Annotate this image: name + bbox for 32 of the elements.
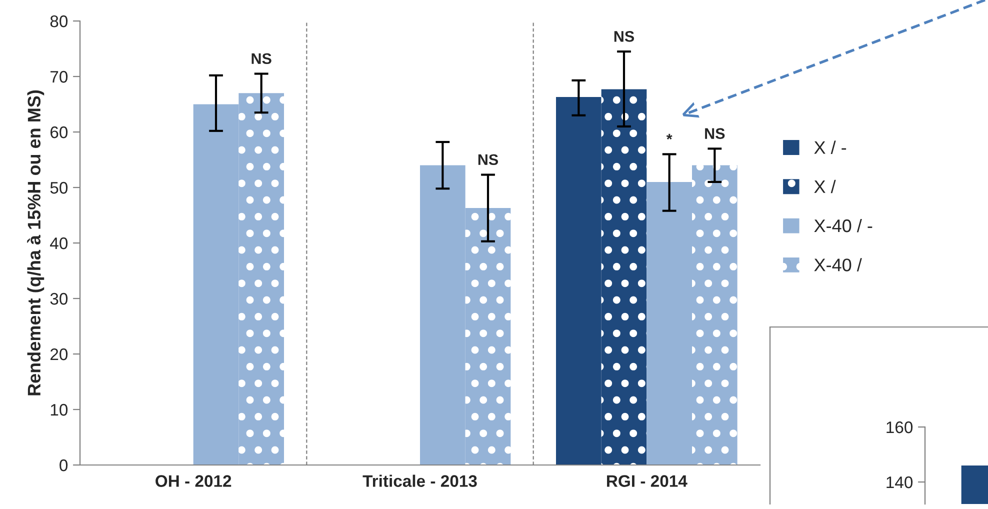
legend-label: X-40 / <box>814 258 862 272</box>
bar <box>465 208 511 465</box>
y-tick-label: 50 <box>50 182 68 194</box>
bar <box>193 104 239 465</box>
bar <box>420 165 466 465</box>
data-label: NS <box>705 128 725 139</box>
bar <box>556 97 602 465</box>
x-tick-label: RGI - 2014 <box>607 475 688 487</box>
y-tick-label: 80 <box>50 15 68 28</box>
data-label: NS <box>614 31 634 42</box>
legend-label: X-40 / - <box>814 218 872 232</box>
data-label: * <box>666 134 672 140</box>
y-tick-label: 70 <box>50 70 68 83</box>
y-tick-label: 0 <box>60 459 68 472</box>
bar <box>646 182 692 465</box>
y-tick-label: 10 <box>50 404 68 416</box>
y-tick-label: 140 <box>886 476 913 488</box>
y-tick-label: 60 <box>50 126 68 138</box>
data-label: NS <box>478 154 498 166</box>
bar <box>692 165 738 465</box>
legend-label: X / <box>814 180 836 194</box>
y-tick-label: 20 <box>50 348 68 360</box>
data-label: NS <box>252 53 272 64</box>
bar <box>601 89 647 465</box>
bar <box>238 93 284 465</box>
legend-label: X / - <box>814 140 846 154</box>
x-tick-label: Triticale - 2013 <box>362 474 477 487</box>
y-tick-label: 40 <box>50 237 68 250</box>
y-tick-label: 160 <box>886 421 913 434</box>
x-tick-label: OH - 2012 <box>156 475 232 487</box>
y-tick-label: 30 <box>50 292 68 305</box>
y-axis-title: Rendement (q/ha à 15%H ou en MS) <box>27 90 44 396</box>
